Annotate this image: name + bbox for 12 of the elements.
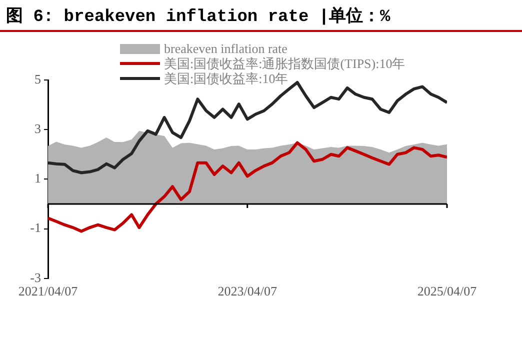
x-tick-label: 2023/04/07 [218,284,278,299]
legend-label: breakeven inflation rate [164,41,288,56]
legend-label: 美国:国债收益率:10年 [164,71,288,86]
chart-title: 图 6: breakeven inflation rate |单位：% [6,6,390,27]
y-tick-label: -1 [30,220,41,236]
x-tick-label: 2021/04/07 [18,284,78,299]
x-tick-label: 2025/04/07 [417,284,478,299]
y-tick-label: -3 [30,270,41,285]
y-tick-label: 1 [34,170,41,186]
y-tick-label: 5 [34,71,41,86]
legend-label: 美国:国债收益率:通胀指数国债(TIPS):10年 [164,56,406,71]
y-tick-label: 3 [34,121,41,136]
